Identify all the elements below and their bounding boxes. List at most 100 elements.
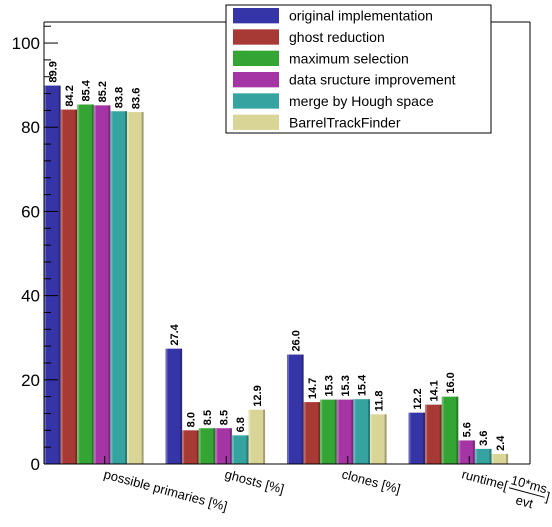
- value-label: 85.4: [81, 79, 93, 101]
- bar-1-1: [44, 85, 61, 464]
- bar-highlight: [441, 396, 444, 464]
- bar-highlight: [231, 435, 234, 464]
- bar-4-4: [458, 440, 475, 464]
- y-tick-label: 40: [21, 287, 40, 306]
- y-tick-label: 60: [21, 202, 40, 221]
- y-tick-label: 20: [21, 371, 40, 390]
- value-label: 11.8: [373, 391, 385, 412]
- value-label: 27.4: [169, 323, 181, 345]
- bar-highlight: [408, 412, 411, 464]
- y-tick-label: 100: [12, 34, 40, 53]
- bar-shadow: [91, 104, 94, 465]
- bar-shadow: [263, 409, 266, 464]
- category-label-1: possible primaries [%]: [102, 466, 229, 513]
- bar-shadow: [423, 412, 426, 464]
- bar-3-3: [320, 399, 337, 464]
- value-label: 83.8: [114, 87, 126, 108]
- bar-highlight: [93, 105, 96, 464]
- value-label: 8.0: [185, 412, 197, 427]
- bar-highlight: [458, 440, 461, 464]
- legend-swatch-2: [233, 29, 279, 45]
- value-label: 5.6: [462, 422, 474, 437]
- bar-shadow: [196, 430, 199, 464]
- bar-5-2: [231, 435, 249, 464]
- bar-4-1: [93, 105, 111, 464]
- fraction-bar: [508, 487, 545, 498]
- bar-4-2: [215, 428, 232, 464]
- category-label-3: clones [%]: [340, 466, 402, 496]
- bar-shadow: [229, 428, 232, 464]
- bar-shadow: [180, 348, 183, 464]
- bar-5-4: [474, 448, 492, 464]
- value-label: 6.8: [235, 417, 247, 432]
- bar-highlight: [248, 409, 251, 464]
- bar-highlight: [320, 399, 323, 464]
- bar-4-3: [336, 399, 354, 464]
- value-label: 83.6: [130, 88, 142, 109]
- bar-shadow: [506, 453, 509, 464]
- bar-3-1: [77, 104, 94, 465]
- legend-label-2: ghost reduction: [289, 29, 385, 45]
- bar-highlight: [77, 104, 80, 465]
- bar-shadow: [125, 111, 127, 464]
- bar-shadow: [368, 399, 370, 464]
- y-tick-label: 80: [21, 118, 40, 137]
- value-label: 3.6: [478, 431, 490, 446]
- bar-1-4: [408, 412, 426, 464]
- value-labels-layer: 89.9 84.2 85.4 85.2 83.8 83.6 27.4 8.0 8.5 8.5 6.8…: [47, 61, 506, 451]
- bar-highlight: [198, 428, 201, 464]
- value-label: 85.2: [97, 81, 109, 102]
- category-labels-layer: possible primaries [%]ghosts [%] clones […: [102, 466, 551, 513]
- bar-highlight: [303, 402, 306, 464]
- bar-5-3: [353, 399, 370, 464]
- legend-swatch-6: [233, 114, 279, 130]
- bar-highlight: [182, 430, 185, 464]
- legend-swatch-3: [233, 50, 279, 66]
- bar-shadow: [384, 414, 387, 464]
- bar-6-3: [370, 414, 387, 464]
- bar-shadow: [318, 402, 321, 464]
- y-tick-label: 0: [31, 455, 40, 474]
- value-label: 15.3: [340, 375, 352, 396]
- runtime-unit-denominator: evt: [514, 492, 535, 511]
- legend-swatch-4: [233, 72, 279, 88]
- bar-1-3: [287, 354, 304, 464]
- bar-shadow: [439, 404, 442, 464]
- bar-6-4: [491, 453, 509, 464]
- category-label-text: possible primaries [%]: [102, 466, 229, 513]
- runtime-unit-suffix: ]: [544, 489, 551, 504]
- value-label: 12.9: [252, 385, 264, 406]
- value-label: 15.4: [357, 374, 369, 396]
- bar-shadow: [334, 399, 337, 464]
- bar-6-2: [248, 409, 266, 464]
- bar-shadow: [75, 109, 78, 464]
- legend-label-4: data sructure improvement: [289, 72, 456, 88]
- category-label-text: ghosts [%]: [223, 466, 286, 496]
- bar-highlight: [60, 109, 63, 464]
- bar-shadow: [301, 354, 304, 464]
- category-label-2: ghosts [%]: [223, 466, 286, 496]
- bar-6-1: [127, 112, 144, 465]
- bar-highlight: [425, 404, 428, 464]
- bar-1-2: [165, 348, 183, 464]
- category-label-text: runtime[: [460, 466, 510, 493]
- legend-box: [225, 4, 492, 134]
- value-label: 14.7: [307, 378, 319, 399]
- bar-highlight: [474, 448, 477, 464]
- legend-label-3: maximum selection: [289, 50, 409, 66]
- bars-layer: [44, 85, 509, 465]
- bar-shadow: [456, 396, 459, 464]
- value-label: 84.2: [64, 85, 76, 106]
- legend-label-6: BarrelTrackFinder: [289, 114, 401, 130]
- bar-highlight: [353, 399, 356, 464]
- bar-shadow: [141, 112, 144, 465]
- value-label: 14.1: [428, 380, 440, 401]
- bar-shadow: [58, 85, 61, 464]
- category-label-text: clones [%]: [340, 466, 402, 496]
- bar-5-1: [110, 111, 127, 464]
- bar-2-2: [182, 430, 199, 464]
- bar-highlight: [370, 414, 372, 464]
- bar-3-4: [441, 396, 459, 464]
